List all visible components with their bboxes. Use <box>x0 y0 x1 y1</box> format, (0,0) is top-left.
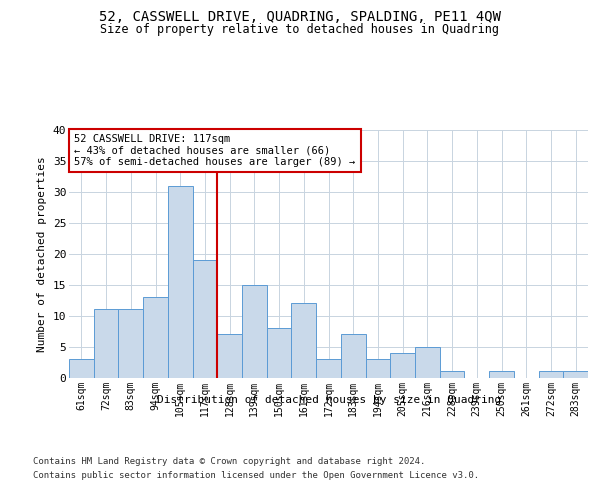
Bar <box>563 372 588 378</box>
Text: Contains public sector information licensed under the Open Government Licence v3: Contains public sector information licen… <box>33 471 479 480</box>
Bar <box>440 372 464 378</box>
Bar <box>242 284 267 378</box>
Text: Size of property relative to detached houses in Quadring: Size of property relative to detached ho… <box>101 23 499 36</box>
Bar <box>143 297 168 378</box>
Bar <box>118 310 143 378</box>
Bar <box>193 260 217 378</box>
Text: 52 CASSWELL DRIVE: 117sqm
← 43% of detached houses are smaller (66)
57% of semi-: 52 CASSWELL DRIVE: 117sqm ← 43% of detac… <box>74 134 355 167</box>
Bar <box>217 334 242 378</box>
Bar <box>489 372 514 378</box>
Text: Contains HM Land Registry data © Crown copyright and database right 2024.: Contains HM Land Registry data © Crown c… <box>33 458 425 466</box>
Y-axis label: Number of detached properties: Number of detached properties <box>37 156 47 352</box>
Bar <box>94 310 118 378</box>
Bar <box>168 186 193 378</box>
Bar <box>267 328 292 378</box>
Bar <box>292 303 316 378</box>
Bar <box>390 353 415 378</box>
Bar <box>341 334 365 378</box>
Bar <box>365 359 390 378</box>
Text: Distribution of detached houses by size in Quadring: Distribution of detached houses by size … <box>157 395 501 405</box>
Bar <box>316 359 341 378</box>
Bar <box>539 372 563 378</box>
Bar <box>415 346 440 378</box>
Text: 52, CASSWELL DRIVE, QUADRING, SPALDING, PE11 4QW: 52, CASSWELL DRIVE, QUADRING, SPALDING, … <box>99 10 501 24</box>
Bar <box>69 359 94 378</box>
